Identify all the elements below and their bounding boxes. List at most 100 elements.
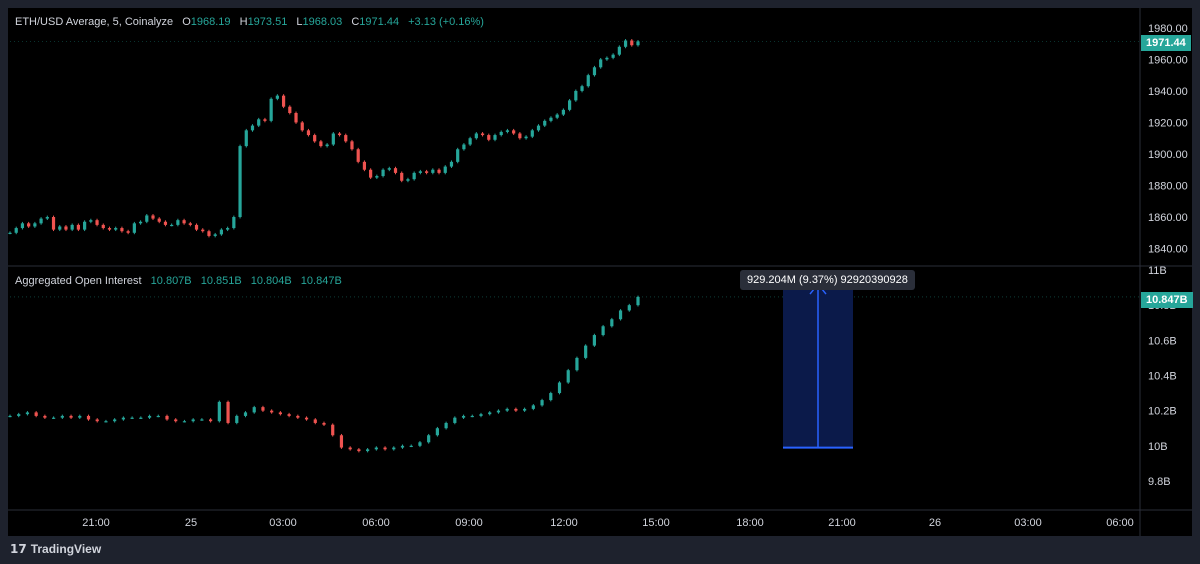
candle-body bbox=[461, 415, 466, 418]
chart-frame[interactable]: 1980.00 1960.00 1940.00 1920.00 1900.00 1880.… bbox=[8, 8, 1193, 536]
chart-canvas[interactable]: 1980.00 1960.00 1940.00 1920.00 1900.00 1880.… bbox=[8, 8, 1192, 536]
oi-tick: 10B bbox=[1148, 441, 1168, 453]
candle-body bbox=[235, 415, 239, 423]
price-tick: 1840.00 bbox=[1148, 244, 1188, 256]
candle-body bbox=[592, 67, 597, 76]
price-tick: 1900.00 bbox=[1148, 149, 1188, 161]
candle-body bbox=[623, 40, 628, 47]
footer: 17 TradingView bbox=[0, 536, 1200, 564]
candle-body bbox=[325, 144, 329, 147]
candle-body bbox=[427, 435, 431, 443]
candle-body bbox=[580, 86, 584, 91]
candle-body bbox=[605, 57, 609, 60]
candle-body bbox=[375, 176, 379, 178]
oi-close: 10.847B bbox=[300, 275, 342, 287]
candle-body bbox=[586, 75, 590, 87]
candle-body bbox=[209, 419, 213, 422]
candle-body bbox=[575, 357, 579, 371]
candle-body bbox=[531, 405, 535, 409]
candle-body bbox=[400, 172, 404, 181]
time-tick: 12:00 bbox=[550, 517, 578, 529]
candle-body bbox=[64, 226, 68, 230]
candle-body bbox=[474, 133, 478, 139]
candle-body bbox=[69, 415, 73, 418]
candle-body bbox=[174, 419, 178, 422]
candle-body bbox=[86, 415, 91, 420]
candle-body bbox=[480, 133, 485, 136]
candle-body bbox=[561, 109, 565, 115]
candle-body bbox=[530, 130, 534, 137]
candle-body bbox=[275, 95, 279, 99]
oi-open: 10.807B bbox=[150, 275, 192, 287]
candle-body bbox=[443, 166, 447, 173]
candle-body bbox=[157, 218, 161, 222]
candle-body bbox=[33, 223, 37, 227]
candle-body bbox=[393, 168, 398, 173]
candle-body bbox=[584, 345, 588, 358]
candle-body bbox=[217, 401, 221, 422]
candle-body bbox=[444, 422, 448, 429]
price-tick: 1940.00 bbox=[1148, 86, 1188, 98]
candle-body bbox=[200, 419, 204, 421]
candle-body bbox=[366, 449, 370, 452]
candle-body bbox=[496, 410, 501, 413]
candle-body bbox=[145, 215, 149, 222]
candle-body bbox=[611, 54, 615, 58]
candle-body bbox=[138, 221, 143, 224]
price-tick: 1960.00 bbox=[1148, 54, 1188, 66]
oi-tick: 10.6B bbox=[1148, 335, 1177, 347]
oi-legend: Aggregated Open Interest 10.807B 10.851B… bbox=[15, 275, 342, 287]
candle-body bbox=[270, 410, 274, 413]
candle-body bbox=[568, 100, 572, 110]
candle-body bbox=[488, 412, 492, 415]
candle-body bbox=[409, 445, 413, 448]
tradingview-logo[interactable]: 17 TradingView bbox=[10, 542, 101, 556]
candle-body bbox=[306, 130, 311, 136]
candle-body bbox=[493, 135, 497, 140]
candle-body bbox=[95, 419, 99, 422]
candle-body bbox=[121, 417, 125, 420]
price-tick: 1920.00 bbox=[1148, 117, 1188, 129]
candle-body bbox=[147, 415, 152, 418]
candle-body bbox=[350, 141, 354, 150]
candle-body bbox=[479, 414, 483, 416]
time-tick: 03:00 bbox=[269, 517, 297, 529]
candle-body bbox=[387, 168, 391, 170]
candle-body bbox=[518, 133, 522, 139]
candle-body bbox=[17, 414, 21, 416]
candle-body bbox=[610, 319, 614, 327]
candle-body bbox=[424, 171, 429, 173]
candle-body bbox=[104, 421, 108, 423]
candle-body bbox=[107, 228, 112, 230]
candle-body bbox=[319, 141, 323, 147]
candle-body bbox=[523, 408, 527, 411]
candle-body bbox=[400, 445, 405, 448]
candle-body bbox=[151, 215, 155, 219]
candle-body bbox=[592, 335, 596, 346]
candle-body bbox=[52, 417, 56, 419]
candle-body bbox=[549, 117, 553, 121]
candle-body bbox=[58, 226, 62, 230]
candle-body bbox=[499, 131, 503, 136]
time-tick: 15:00 bbox=[642, 517, 670, 529]
candle-body bbox=[540, 400, 544, 406]
time-tick: 21:00 bbox=[82, 517, 110, 529]
candle-body bbox=[139, 417, 143, 419]
candle-body bbox=[543, 120, 547, 126]
candle-body bbox=[76, 224, 80, 230]
candle-body bbox=[630, 40, 634, 46]
candle-body bbox=[89, 220, 93, 222]
candle-body bbox=[244, 130, 248, 147]
candle-body bbox=[294, 112, 298, 123]
candle-body bbox=[453, 417, 457, 423]
oi-tick: 10.4B bbox=[1148, 370, 1177, 382]
candle-body bbox=[487, 135, 491, 140]
candle-body bbox=[555, 114, 559, 118]
candle-body bbox=[70, 224, 74, 230]
candle-body bbox=[383, 447, 387, 450]
candle-body bbox=[296, 415, 300, 418]
time-tick: 21:00 bbox=[828, 517, 856, 529]
candle-body bbox=[331, 424, 335, 436]
candle-body bbox=[437, 169, 441, 173]
candle-body bbox=[156, 415, 160, 418]
